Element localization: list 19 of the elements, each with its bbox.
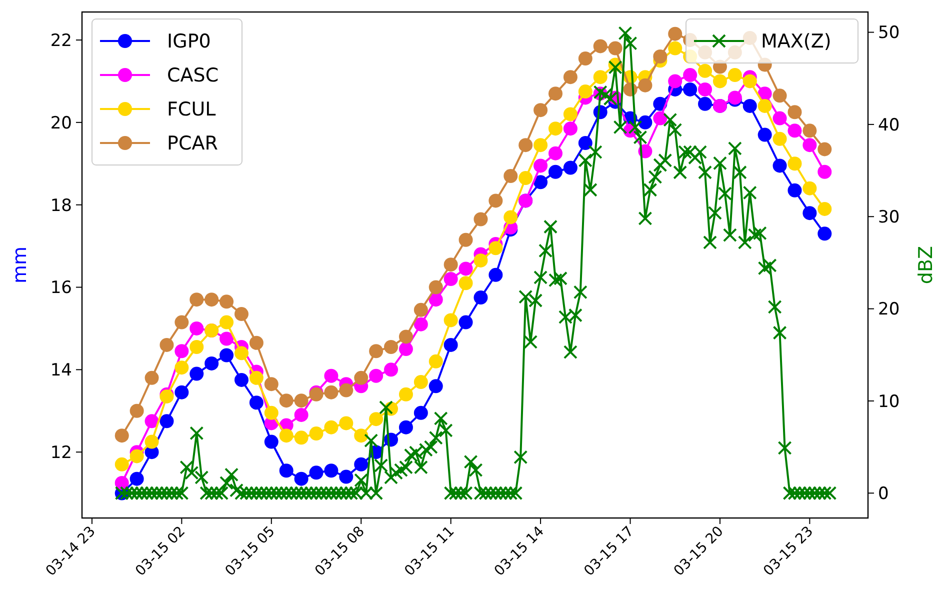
y2-tick-label: 30 <box>878 208 900 228</box>
legend-label: FCUL <box>167 98 216 121</box>
y2-tick-label: 20 <box>878 300 900 320</box>
y-axis-title: mm <box>9 246 31 284</box>
legend-label: CASC <box>167 64 219 87</box>
y2-tick-label: 0 <box>878 484 889 504</box>
y-tick-label: 22 <box>50 30 72 51</box>
y2-axis-title: dBZ <box>915 246 937 284</box>
y-tick-label: 16 <box>50 278 72 298</box>
y2-tick-label: 10 <box>878 392 900 412</box>
y-tick-label: 14 <box>50 360 72 381</box>
y2-tick-label: 40 <box>878 115 900 136</box>
y-tick-label: 12 <box>50 443 72 464</box>
legend-label: IGP0 <box>167 30 211 53</box>
y2-tick-label: 50 <box>878 23 900 44</box>
legend-label: MAX(Z) <box>761 30 832 53</box>
y-tick-label: 18 <box>50 196 72 216</box>
legend-label: PCAR <box>167 132 218 155</box>
y-tick-label: 20 <box>50 113 72 134</box>
